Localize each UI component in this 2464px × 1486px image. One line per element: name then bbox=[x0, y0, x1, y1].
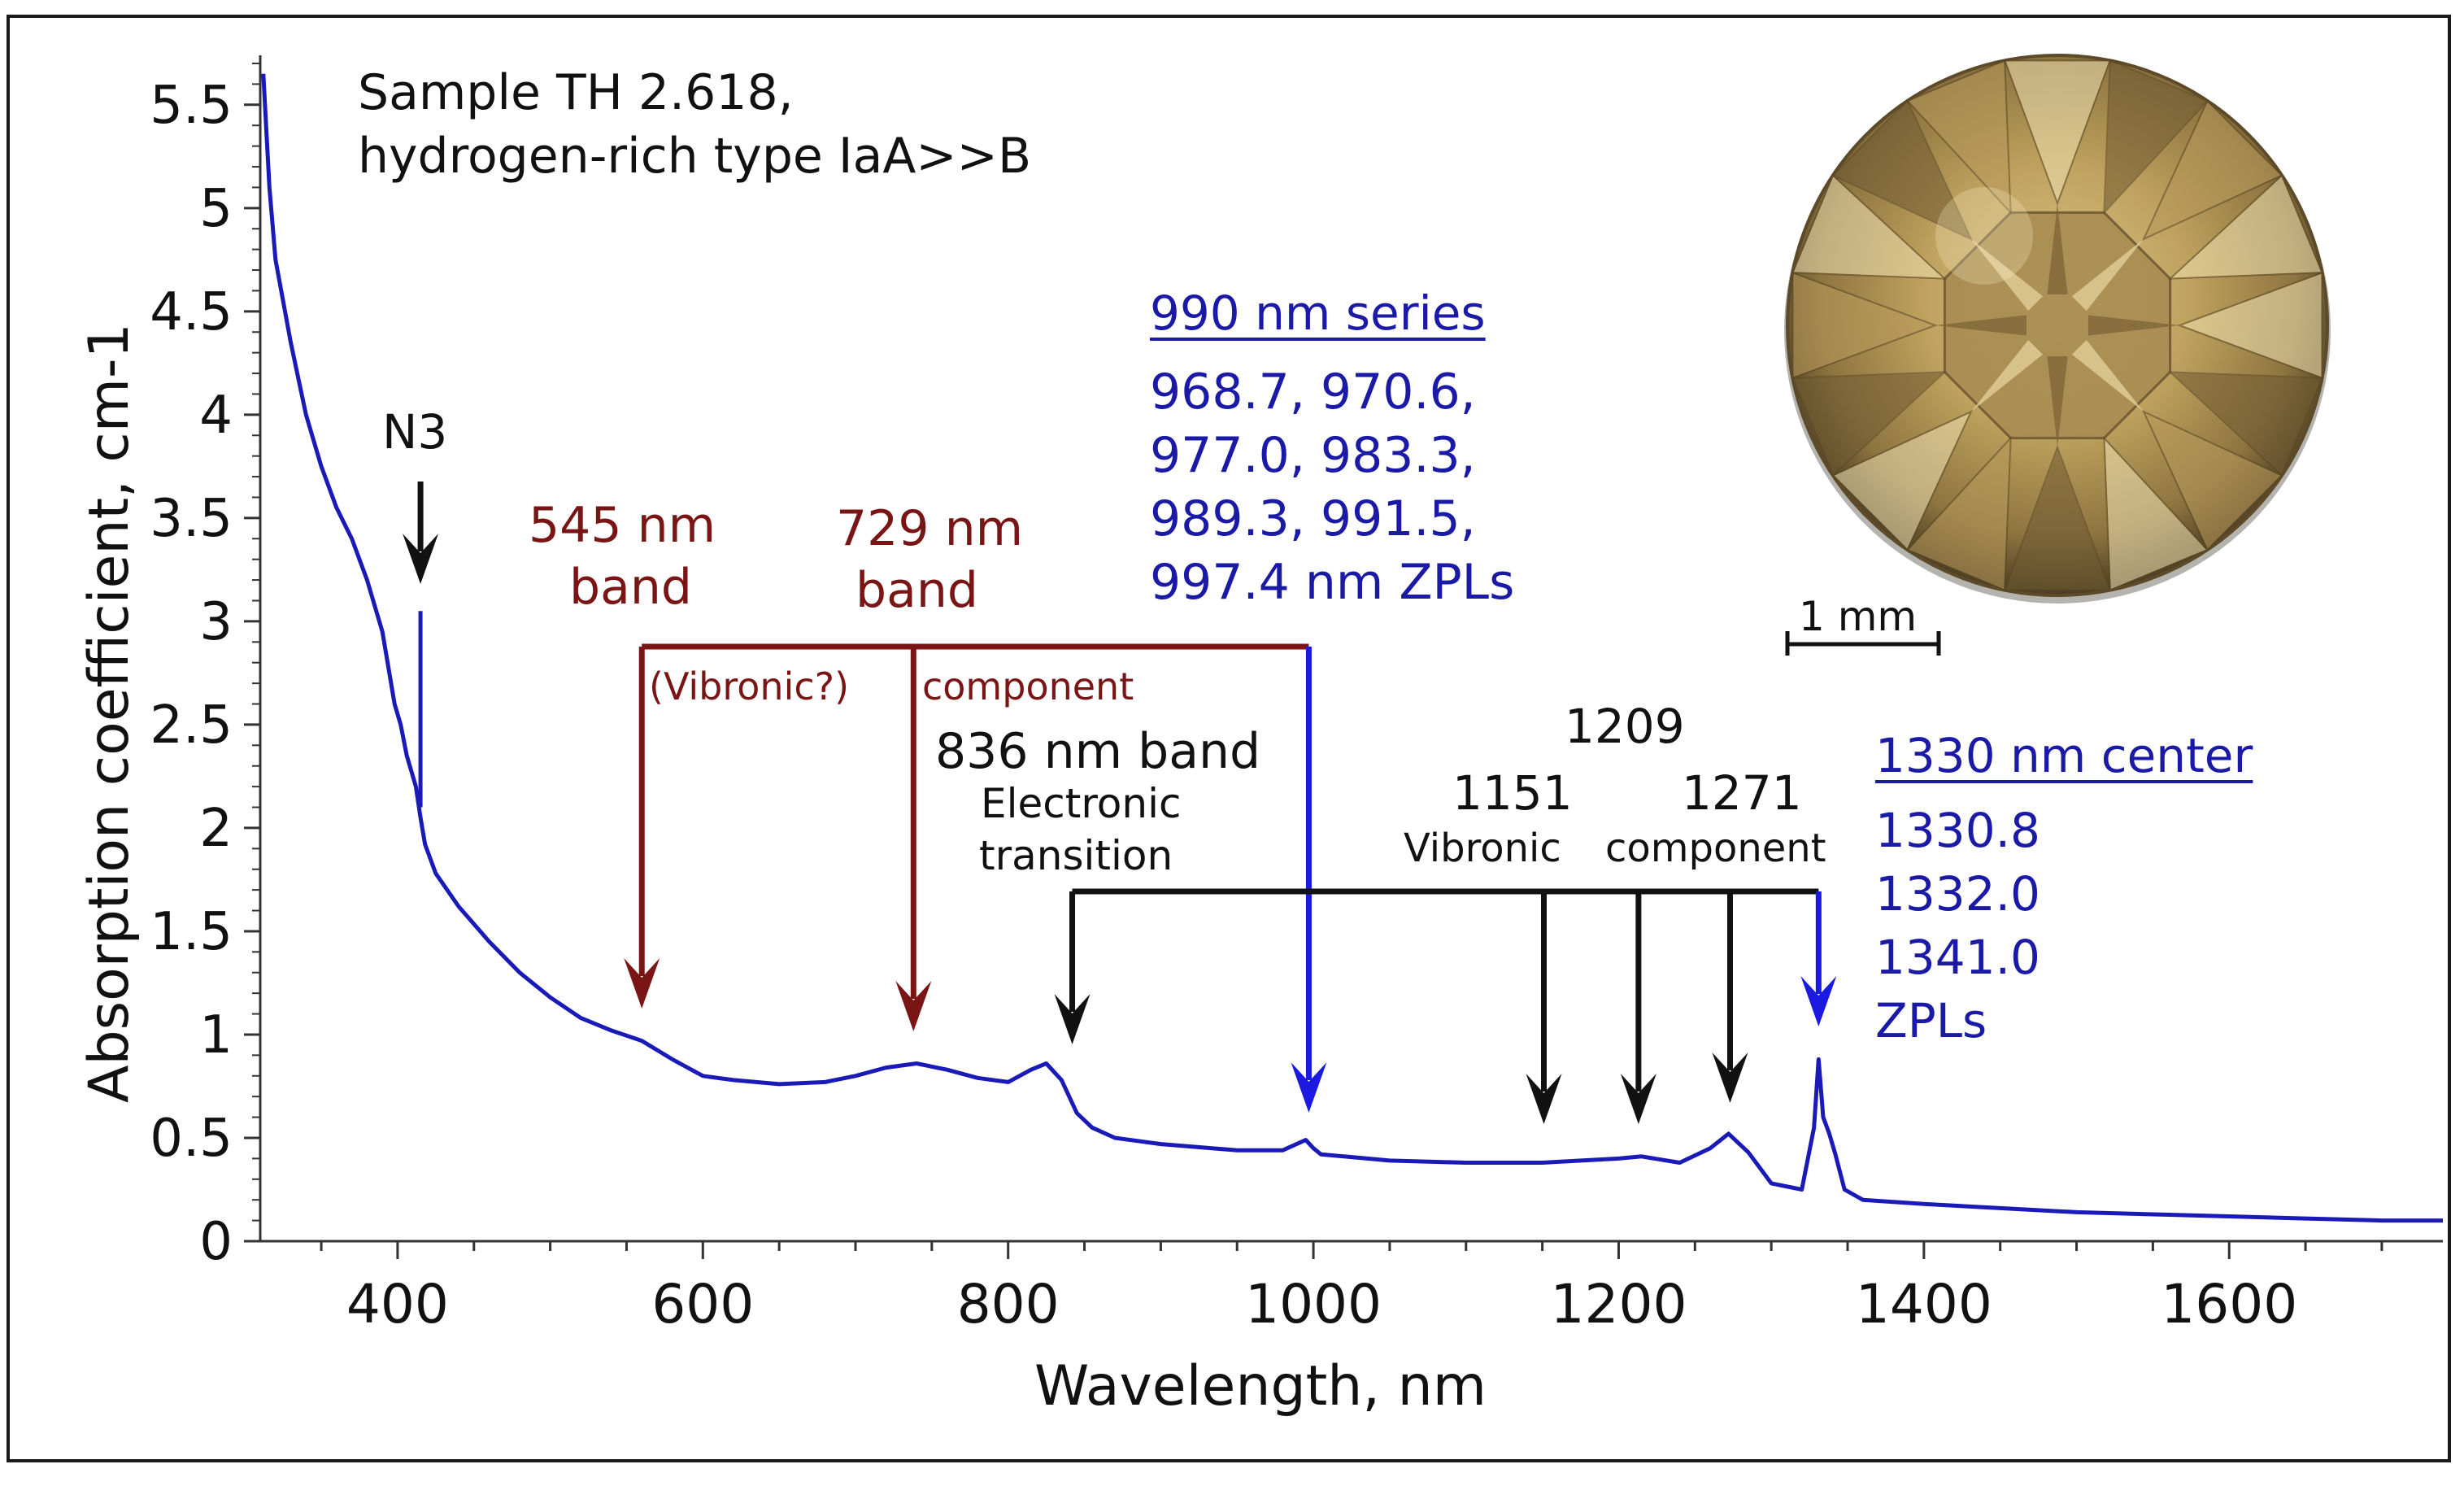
x-tick-label: 600 bbox=[651, 1273, 754, 1336]
y-tick-label: 2 bbox=[199, 799, 233, 859]
y-tick-label: 5.5 bbox=[150, 76, 233, 136]
arrow-1330-head bbox=[1800, 976, 1837, 1026]
gem-highlight bbox=[1935, 187, 2033, 285]
gem-crown-facet bbox=[2003, 59, 2112, 206]
band-545-label-line1: 545 nm bbox=[529, 497, 716, 554]
gem-star-facet bbox=[2047, 203, 2068, 295]
gem-crown-facet bbox=[1791, 371, 1948, 477]
y-tick-label: 2.5 bbox=[150, 695, 233, 756]
sample-title-line1: Sample TH 2.618, bbox=[358, 64, 794, 121]
center-1330-line-2: 1332.0 bbox=[1875, 866, 2040, 922]
axes: 400 600 800 1000 1200 1400 1600 0 0.5 1 1.5 2 2.5 3 3.… bbox=[150, 55, 2443, 1336]
y-axis-label: Absorption coefficient, cm-1 bbox=[77, 323, 141, 1103]
gem-star-facet bbox=[2071, 339, 2144, 412]
spectrum-line bbox=[261, 73, 2443, 1223]
component-red-label: component bbox=[922, 665, 1134, 708]
series-990-line-3: 989.3, 991.5, bbox=[1150, 490, 1476, 547]
gem-star-facet bbox=[2087, 315, 2179, 336]
arrow-1151-head bbox=[1526, 1074, 1562, 1124]
arrow-1209-head bbox=[1620, 1074, 1656, 1124]
gem-star-facet bbox=[2071, 238, 2144, 312]
gem-crown-facet bbox=[1791, 271, 1938, 380]
electronic-transition-line1: Electronic bbox=[981, 780, 1182, 827]
gem-star-facet bbox=[1970, 339, 2044, 412]
center-1330-line-3: 1341.0 bbox=[1875, 930, 2040, 985]
y-tick-label: 4.5 bbox=[150, 282, 233, 342]
component-black-label: component bbox=[1605, 826, 1826, 871]
gem-crown-facet bbox=[2003, 445, 2112, 591]
x-tick-label: 1200 bbox=[1550, 1273, 1687, 1336]
y-tick-label: 0.5 bbox=[150, 1109, 233, 1169]
arrow-729-head bbox=[895, 981, 932, 1031]
y-tick-label: 1.5 bbox=[150, 902, 233, 962]
series-990-title: 990 nm series bbox=[1150, 285, 1486, 341]
band-836-label: 836 nm band bbox=[935, 723, 1261, 780]
figure-frame bbox=[7, 15, 2451, 1462]
gem-crown-facet bbox=[2103, 59, 2209, 216]
annotation-layer bbox=[403, 482, 1941, 1124]
y-tick-label: 5 bbox=[199, 179, 233, 239]
band-729-label-line1: 729 nm bbox=[836, 500, 1024, 557]
y-tick-label: 3 bbox=[199, 592, 233, 652]
y-tick-label: 4 bbox=[199, 386, 233, 446]
x-tick-label: 800 bbox=[957, 1273, 1060, 1336]
electronic-transition-line2: transition bbox=[979, 832, 1173, 879]
gem-crown-facet bbox=[2142, 410, 2283, 551]
scale-bar-label: 1 mm bbox=[1799, 593, 1918, 640]
sample-title-line2: hydrogen-rich type IaA>>B bbox=[358, 128, 1032, 185]
gem-crown-facet bbox=[2142, 99, 2283, 241]
gem-star-facet bbox=[2047, 355, 2068, 447]
gem-crown-facet bbox=[1905, 435, 2012, 592]
x-tick-label: 1400 bbox=[1856, 1273, 1992, 1336]
center-1330-title: 1330 nm center bbox=[1875, 728, 2253, 783]
vibronic-question-label: (Vibronic?) bbox=[649, 665, 850, 708]
spectrum-layer bbox=[261, 73, 2443, 1223]
gem-crown-facet bbox=[1905, 59, 2012, 216]
n3-label: N3 bbox=[382, 404, 448, 460]
y-tick-label: 0 bbox=[199, 1212, 233, 1272]
x-tick-label: 1600 bbox=[2161, 1273, 2297, 1336]
y-tick-label: 1 bbox=[199, 1005, 233, 1065]
vibronic-label: Vibronic bbox=[1404, 826, 1561, 871]
gem-crown-facet bbox=[2103, 435, 2209, 592]
arrow-990-head bbox=[1291, 1062, 1327, 1113]
x-tick-label: 1000 bbox=[1245, 1273, 1382, 1336]
gem-crown-facet bbox=[1831, 99, 1973, 241]
center-1330-line-1: 1330.8 bbox=[1875, 803, 2040, 858]
gem-photo-icon bbox=[1784, 54, 2331, 604]
gem-crown-facet bbox=[1831, 410, 1973, 551]
arrow-836-head bbox=[1054, 994, 1091, 1044]
gem-crown-facet bbox=[2167, 371, 2324, 477]
y-tick-label: 3.5 bbox=[150, 489, 233, 549]
x-axis-label: Wavelength, nm bbox=[1034, 1354, 1487, 1418]
label-1271: 1271 bbox=[1682, 765, 1802, 821]
series-990-line-2: 977.0, 983.3, bbox=[1150, 427, 1476, 484]
series-990-line-4: 997.4 nm ZPLs bbox=[1150, 554, 1515, 611]
label-1209: 1209 bbox=[1565, 699, 1685, 754]
gem-crown-facet bbox=[1791, 173, 1948, 280]
arrow-545-head bbox=[624, 958, 660, 1009]
x-tick-label: 400 bbox=[346, 1273, 449, 1336]
band-545-label-line2: band bbox=[569, 559, 692, 616]
gem-crown-facet bbox=[2167, 173, 2324, 280]
series-990-line-1: 968.7, 970.6, bbox=[1150, 364, 1476, 421]
gem-star-facet bbox=[1935, 315, 2027, 336]
band-729-label-line2: band bbox=[855, 562, 978, 619]
gem-star-facet bbox=[1970, 238, 2044, 312]
n3-arrow-head bbox=[403, 534, 439, 584]
center-1330-line-4: ZPLs bbox=[1875, 993, 1987, 1048]
label-1151: 1151 bbox=[1452, 765, 1573, 821]
arrow-1271-head bbox=[1712, 1052, 1748, 1103]
gem-crown-facet bbox=[2177, 271, 2323, 380]
